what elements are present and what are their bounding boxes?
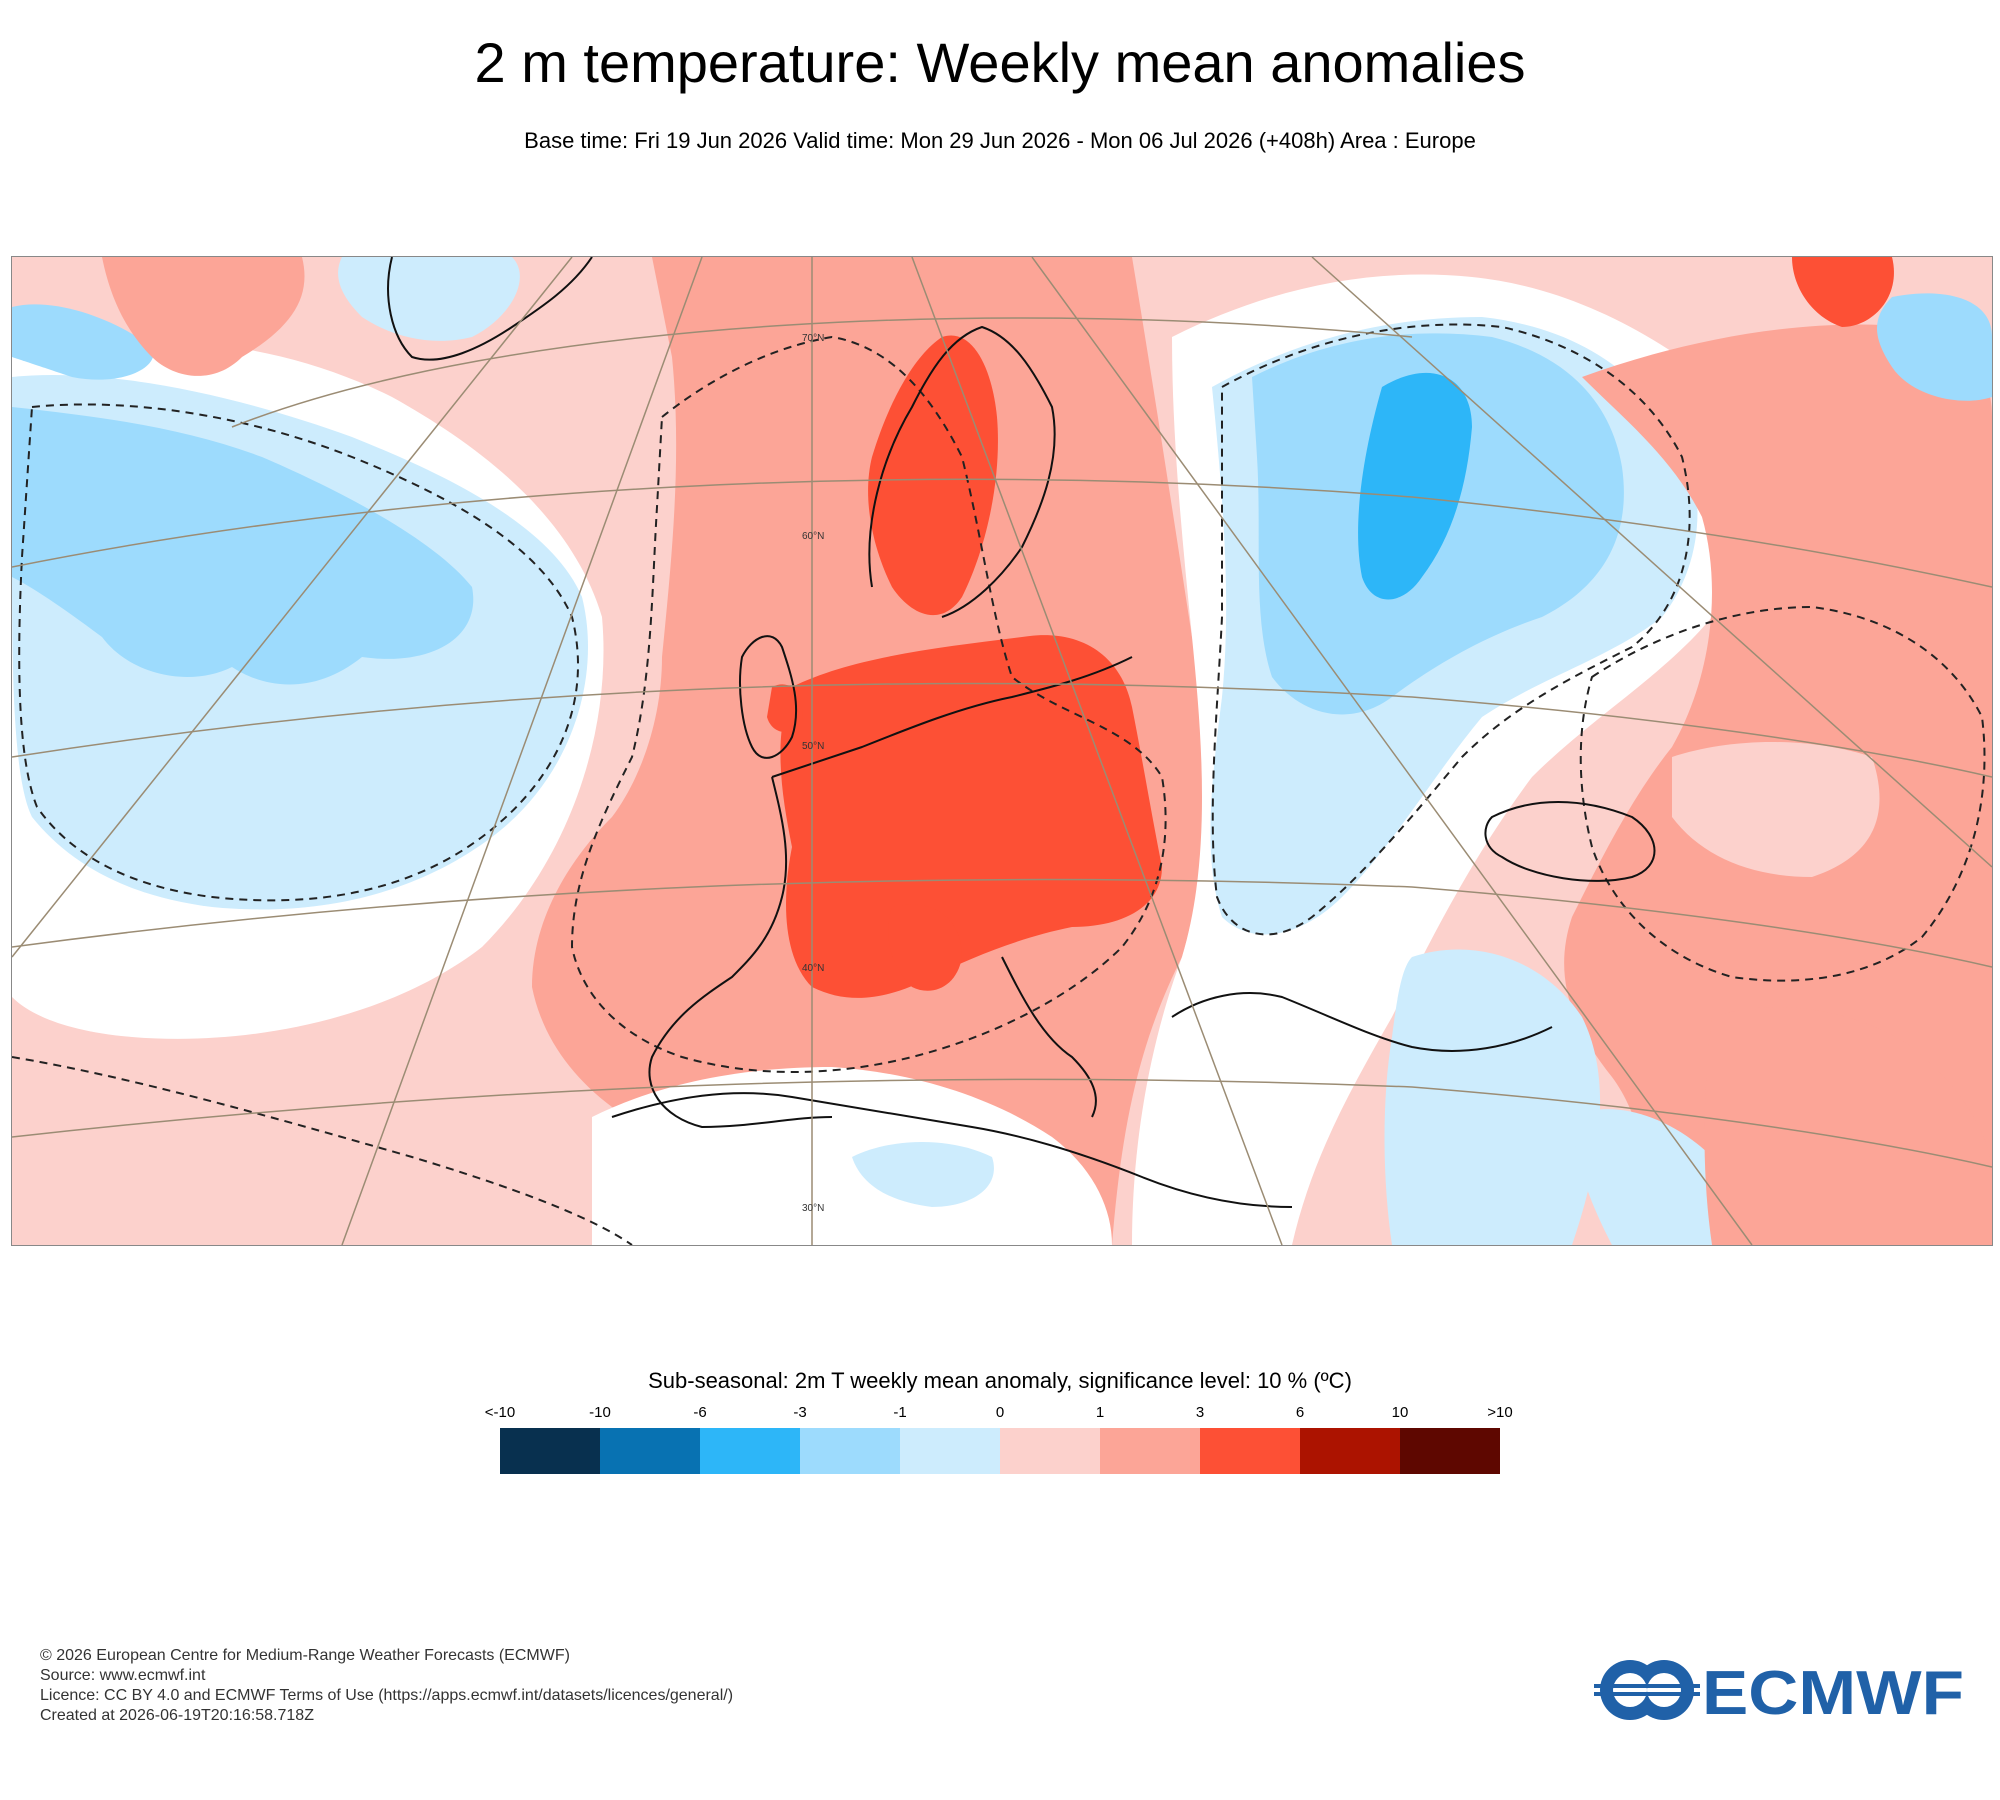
legend-swatch — [800, 1428, 900, 1474]
graticule-lat-30 — [12, 1078, 1992, 1168]
legend-tick: 0 — [995, 1404, 1005, 1421]
north-russia-hot — [1792, 257, 1894, 327]
labrador-cold — [12, 304, 154, 380]
significance-contour-south — [12, 1056, 633, 1245]
legend-swatch — [1400, 1428, 1500, 1474]
north-africa-cool — [852, 1142, 994, 1207]
page-title: 2 m temperature: Weekly mean anomalies — [474, 31, 1526, 94]
graticule-lon-e30 — [1311, 257, 1992, 868]
color-legend-bar — [500, 1428, 1500, 1474]
legend-swatch — [500, 1428, 600, 1474]
significance-contour-middle-east — [1579, 605, 1986, 982]
footer-created: Created at 2026-06-19T20:16:58.718Z — [40, 1707, 314, 1724]
caucasus-cool — [1877, 293, 1992, 401]
arabia-warm — [1704, 1007, 1992, 1245]
legend-ticks: <-10 -10 -6 -3 -1 0 1 3 6 10 >10 — [485, 1404, 1513, 1424]
legend-title: Sub-seasonal: 2m T weekly mean anomaly, … — [648, 1368, 1352, 1393]
legend-swatch — [1000, 1428, 1100, 1474]
lat-label-40: 40°N — [802, 963, 824, 974]
footer-source: Source: www.ecmwf.int — [40, 1667, 206, 1684]
corsica-hot — [888, 904, 962, 991]
footer-credits: © 2026 European Centre for Medium-Range … — [40, 1646, 733, 1726]
east-med-cool — [1384, 949, 1601, 1245]
significance-contour-east — [1211, 323, 1691, 936]
graticule-lon-w20 — [12, 257, 573, 958]
graticule-lat-40 — [12, 878, 1992, 968]
footer-copyright: © 2026 European Centre for Medium-Range … — [40, 1647, 570, 1664]
lat-label-70: 70°N — [802, 333, 824, 344]
central-europe-hot — [780, 635, 1162, 998]
coastline-italy — [1001, 956, 1097, 1118]
coastline-greenland — [387, 257, 593, 361]
greenland-warm — [102, 257, 305, 376]
middle-east-neutral — [1672, 742, 1880, 877]
significance-contour-europe — [570, 335, 1167, 1073]
ecmwf-logo: ECMWF — [1590, 1650, 1970, 1730]
legend-swatch — [900, 1428, 1000, 1474]
coastline-black-sea — [1484, 801, 1656, 882]
lat-label-30: 30°N — [802, 1203, 824, 1214]
legend-tick: 3 — [1195, 1404, 1205, 1421]
atlantic-cold-core — [12, 407, 474, 685]
red-sea-cool — [1572, 1109, 1732, 1245]
legend-swatch — [1100, 1428, 1200, 1474]
britain-hot — [767, 684, 803, 733]
graticule-lon-e20 — [1031, 257, 1753, 1245]
graticule-lon-e10 — [911, 257, 1283, 1245]
page-subtitle: Base time: Fri 19 Jun 2026 Valid time: M… — [524, 128, 1476, 153]
legend-tick: -6 — [693, 1404, 707, 1421]
north-africa-neutral — [592, 1067, 1112, 1245]
eastern-cold-deep — [1358, 372, 1472, 600]
coastline-north-africa — [611, 1092, 1293, 1208]
legend-tick: >10 — [1487, 1404, 1513, 1421]
legend-swatch — [600, 1428, 700, 1474]
scandinavia-hot — [868, 335, 998, 616]
coastline-britain — [739, 635, 798, 759]
legend-tick: 1 — [1095, 1404, 1105, 1421]
anomaly-map[interactable]: 70°N 60°N 50°N 40°N 30°N — [11, 256, 1993, 1246]
legend-tick: -3 — [793, 1404, 807, 1421]
legend-swatch — [700, 1428, 800, 1474]
legend-swatch — [1300, 1428, 1400, 1474]
ecmwf-logo-text: ECMWF — [1702, 1659, 1964, 1728]
lat-label-60: 60°N — [802, 531, 824, 542]
graticule-lat-50 — [12, 682, 1992, 778]
legend-tick: 10 — [1391, 1404, 1409, 1421]
lat-label-50: 50°N — [802, 741, 824, 752]
greenland-cool — [338, 257, 520, 341]
footer-licence: Licence: CC BY 4.0 and ECMWF Terms of Us… — [40, 1687, 734, 1704]
coastline-western-europe — [648, 656, 1133, 1129]
graticule-lat-60 — [12, 478, 1992, 588]
legend-tick: 6 — [1295, 1404, 1305, 1421]
coastline-scandinavia — [868, 325, 1056, 618]
legend-swatch — [1200, 1428, 1300, 1474]
legend-tick: <-10 — [484, 1404, 516, 1421]
ecmwf-logo-mark — [1594, 1660, 1700, 1720]
coastline-greece-turkey — [1171, 992, 1553, 1052]
graticule-lon-w10 — [341, 257, 703, 1245]
significance-contour-atlantic — [18, 403, 579, 902]
legend-tick: -10 — [589, 1404, 611, 1421]
graticule-lat-70 — [231, 317, 1413, 428]
legend-tick: -1 — [893, 1404, 907, 1421]
